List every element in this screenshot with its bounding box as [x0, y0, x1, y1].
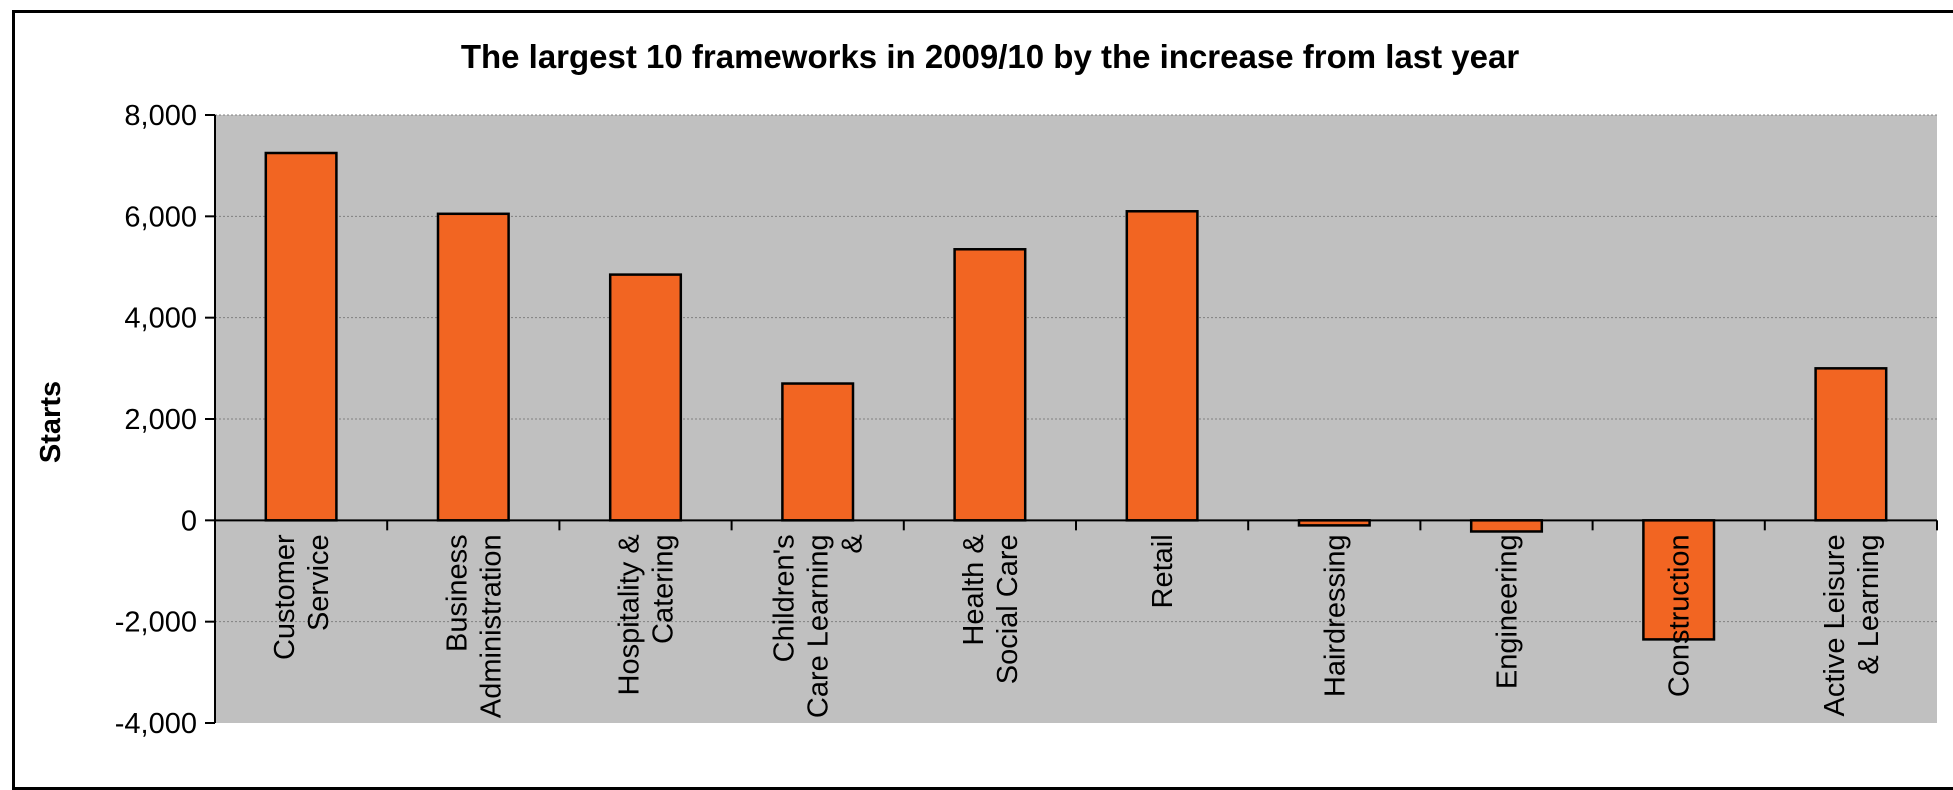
bar [953, 248, 1027, 522]
category-label: Business [441, 534, 473, 652]
y-tick-labels: 8,000 6,000 4,000 2,000 0 -2,000 -4,000 [115, 100, 197, 740]
gridlines [215, 114, 1937, 623]
y-tick-label: -4,000 [115, 708, 197, 740]
bar [1469, 519, 1544, 533]
y-tick-label: -2,000 [115, 607, 197, 639]
category-label: Children's [769, 534, 801, 662]
category-label: Health & [958, 534, 990, 645]
category-label: Hospitality & [614, 534, 646, 695]
y-tick-label: 0 [181, 505, 197, 537]
chart-title: The largest 10 frameworks in 2009/10 by … [461, 38, 1520, 75]
bar [1125, 210, 1199, 522]
bar [1814, 367, 1888, 522]
category-label: Retail [1147, 534, 1179, 608]
y-axis-title: Starts [35, 381, 67, 463]
category-label: Care Learning [803, 534, 835, 718]
category-label: Administration [475, 534, 507, 718]
bar [264, 151, 338, 522]
category-label: Service [303, 534, 335, 631]
y-tick-label: 6,000 [124, 201, 197, 233]
bars [264, 151, 1888, 641]
bar [608, 273, 683, 522]
category-label: Catering [648, 534, 680, 644]
category-label: Construction [1664, 534, 1696, 697]
category-label: & [837, 534, 869, 553]
bar [1642, 519, 1716, 641]
category-label: Customer [269, 534, 301, 660]
category-label: & Learning [1853, 534, 1885, 674]
category-label: Engineering [1492, 534, 1524, 689]
category-label: Active Leisure [1819, 534, 1851, 716]
axes [205, 114, 1938, 724]
y-tick-label: 2,000 [124, 404, 197, 436]
y-tick-label: 4,000 [124, 303, 197, 335]
bar [436, 212, 510, 522]
y-tick-label: 8,000 [124, 100, 197, 132]
category-label: Social Care [992, 534, 1024, 684]
category-label: Hairdressing [1319, 534, 1351, 697]
bar [781, 382, 855, 522]
category-labels: Customer Service Business Administration Hos… [269, 534, 1885, 718]
